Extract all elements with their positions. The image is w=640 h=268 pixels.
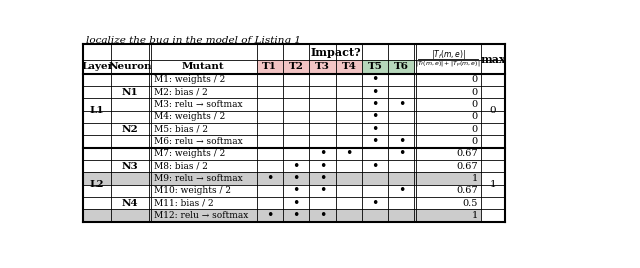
Text: Mutant: Mutant: [182, 62, 225, 71]
Text: •: •: [292, 209, 300, 222]
Text: 0: 0: [472, 88, 477, 97]
Text: 1: 1: [471, 174, 477, 183]
Text: •: •: [372, 86, 379, 99]
Text: •: •: [372, 73, 379, 86]
Text: 0.67: 0.67: [456, 149, 477, 158]
Text: M12: relu → softmax: M12: relu → softmax: [154, 211, 248, 220]
Bar: [83, 172, 481, 185]
Text: M7: weights / 2: M7: weights / 2: [154, 149, 225, 158]
Text: T5: T5: [368, 62, 383, 71]
Text: N2: N2: [122, 125, 139, 134]
Text: •: •: [292, 160, 300, 173]
Text: •: •: [345, 147, 353, 160]
Text: T1: T1: [262, 62, 277, 71]
Text: •: •: [372, 160, 379, 173]
Text: •: •: [292, 184, 300, 197]
Text: M8: bias / 2: M8: bias / 2: [154, 162, 207, 171]
Text: •: •: [398, 98, 405, 111]
Text: N3: N3: [122, 162, 139, 171]
Text: •: •: [372, 197, 379, 210]
Text: M3: relu → softmax: M3: relu → softmax: [154, 100, 243, 109]
Text: •: •: [319, 147, 326, 160]
Text: 0.67: 0.67: [456, 162, 477, 171]
Text: Neuron: Neuron: [109, 62, 152, 71]
Text: 0: 0: [472, 125, 477, 134]
Text: •: •: [398, 135, 405, 148]
Text: 0.5: 0.5: [462, 199, 477, 208]
Text: N1: N1: [122, 88, 139, 97]
Text: •: •: [319, 209, 326, 222]
Text: 0.67: 0.67: [456, 186, 477, 195]
Text: L2: L2: [90, 180, 104, 189]
Text: 0: 0: [472, 100, 477, 109]
Bar: [83, 209, 481, 222]
Text: •: •: [398, 184, 405, 197]
Text: •: •: [398, 147, 405, 160]
Text: T2: T2: [289, 62, 304, 71]
Text: T6: T6: [394, 62, 409, 71]
Bar: [257, 60, 362, 74]
Text: Impact?: Impact?: [310, 47, 361, 58]
Text: •: •: [372, 110, 379, 123]
Text: M2: bias / 2: M2: bias / 2: [154, 88, 207, 97]
Text: L1: L1: [90, 106, 104, 115]
Text: M6: relu → softmax: M6: relu → softmax: [154, 137, 243, 146]
Text: •: •: [266, 209, 273, 222]
Text: 0: 0: [472, 137, 477, 146]
Text: •: •: [319, 160, 326, 173]
Text: 1: 1: [490, 180, 497, 189]
Text: T3: T3: [315, 62, 330, 71]
Text: •: •: [292, 172, 300, 185]
Text: •: •: [372, 135, 379, 148]
Text: M11: bias / 2: M11: bias / 2: [154, 199, 213, 208]
Text: M10: weights / 2: M10: weights / 2: [154, 186, 230, 195]
Text: N4: N4: [122, 199, 139, 208]
Text: M5: bias / 2: M5: bias / 2: [154, 125, 207, 134]
Text: $|T_f(m,e)|$: $|T_f(m,e)|$: [431, 48, 466, 61]
Text: 0: 0: [472, 112, 477, 121]
Text: M1: weights / 2: M1: weights / 2: [154, 75, 225, 84]
Text: •: •: [372, 98, 379, 111]
Text: T4: T4: [342, 62, 356, 71]
Text: 1: 1: [471, 211, 477, 220]
Text: Layer: Layer: [81, 62, 113, 71]
Text: •: •: [372, 123, 379, 136]
Text: •: •: [319, 172, 326, 185]
Text: •: •: [319, 184, 326, 197]
Text: localize the bug in the model of Listing 1: localize the bug in the model of Listing…: [86, 36, 301, 45]
Text: •: •: [266, 172, 273, 185]
Text: •: •: [292, 197, 300, 210]
Text: max: max: [480, 54, 506, 65]
Text: M4: weights / 2: M4: weights / 2: [154, 112, 225, 121]
Bar: [362, 60, 415, 74]
Text: 0: 0: [490, 106, 497, 115]
Text: $|T_f(m,e)|+|T_p(m,e)|$: $|T_f(m,e)|+|T_p(m,e)|$: [415, 59, 481, 69]
Text: M9: relu → softmax: M9: relu → softmax: [154, 174, 243, 183]
Text: 0: 0: [472, 75, 477, 84]
